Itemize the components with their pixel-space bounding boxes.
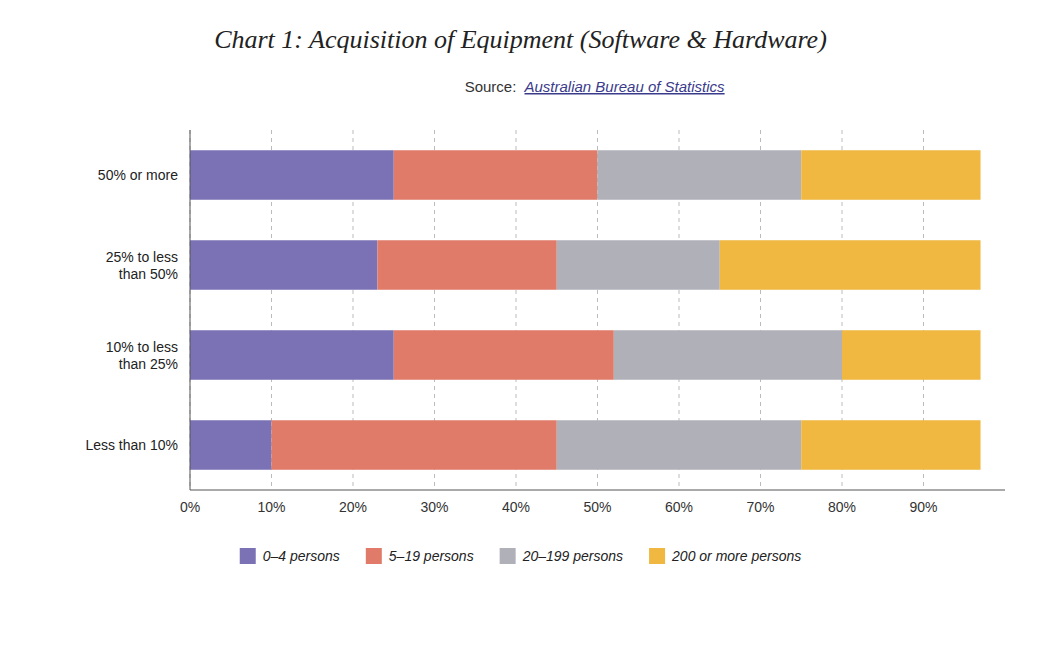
- bars: [190, 150, 981, 470]
- category-label: 25% to lessthan 50%: [106, 249, 178, 282]
- category-label-line: 10% to less: [106, 339, 178, 355]
- bar: [190, 330, 394, 380]
- legend-swatch: [240, 548, 256, 564]
- x-tick-label: 70%: [746, 499, 774, 515]
- bar: [272, 420, 557, 470]
- bar: [842, 330, 981, 380]
- category-label-line: than 50%: [119, 266, 178, 282]
- category-label: 50% or more: [98, 167, 178, 183]
- category-label-line: Less than 10%: [85, 437, 178, 453]
- legend-item: 5–19 persons: [366, 548, 474, 564]
- bar: [614, 330, 842, 380]
- bar: [557, 420, 802, 470]
- source-prefix: Source:: [465, 78, 521, 95]
- bar: [190, 240, 377, 290]
- grid-line: [190, 130, 191, 490]
- bar: [801, 150, 980, 200]
- x-tick-label: 10%: [257, 499, 285, 515]
- y-axis-line: [190, 130, 191, 490]
- source-link: Australian Bureau of Statistics: [524, 78, 726, 95]
- legend-label: 0–4 persons: [263, 548, 340, 564]
- legend-swatch: [649, 548, 665, 564]
- x-tick-label: 80%: [828, 499, 856, 515]
- category-label-line: 50% or more: [98, 167, 178, 183]
- bar: [394, 330, 614, 380]
- bar: [557, 240, 720, 290]
- bar: [598, 150, 802, 200]
- x-tick-label: 30%: [420, 499, 448, 515]
- category-label: 10% to lessthan 25%: [106, 339, 178, 372]
- x-tick-label: 20%: [339, 499, 367, 515]
- x-axis-line: [190, 490, 1005, 491]
- x-tick-label: 0%: [180, 499, 200, 515]
- bar: [394, 150, 598, 200]
- x-tick-label: 50%: [583, 499, 611, 515]
- legend-label: 5–19 persons: [389, 548, 474, 564]
- legend-item: 200 or more persons: [649, 548, 801, 564]
- x-tick-label: 40%: [502, 499, 530, 515]
- bar: [801, 420, 980, 470]
- category-label-line: 25% to less: [106, 249, 178, 265]
- bar: [190, 420, 272, 470]
- legend-swatch: [366, 548, 382, 564]
- category-label-line: than 25%: [119, 356, 178, 372]
- legend-item: 20–199 persons: [500, 548, 623, 564]
- bar: [720, 240, 981, 290]
- category-label: Less than 10%: [85, 437, 178, 453]
- legend-label: 200 or more persons: [671, 548, 801, 564]
- bar: [377, 240, 556, 290]
- x-tick-label: 90%: [909, 499, 937, 515]
- x-tick-label: 60%: [665, 499, 693, 515]
- legend: 0–4 persons 5–19 persons 20–199 persons 200…: [240, 548, 802, 564]
- legend-swatch: [500, 548, 516, 564]
- chart: Chart 1: Acquisition of Equipment (Softw…: [0, 0, 1041, 651]
- title: Chart 1: Acquisition of Equipment (Softw…: [214, 25, 827, 54]
- legend-item: 0–4 persons: [240, 548, 340, 564]
- bar: [190, 150, 394, 200]
- legend-label: 20–199 persons: [522, 548, 623, 564]
